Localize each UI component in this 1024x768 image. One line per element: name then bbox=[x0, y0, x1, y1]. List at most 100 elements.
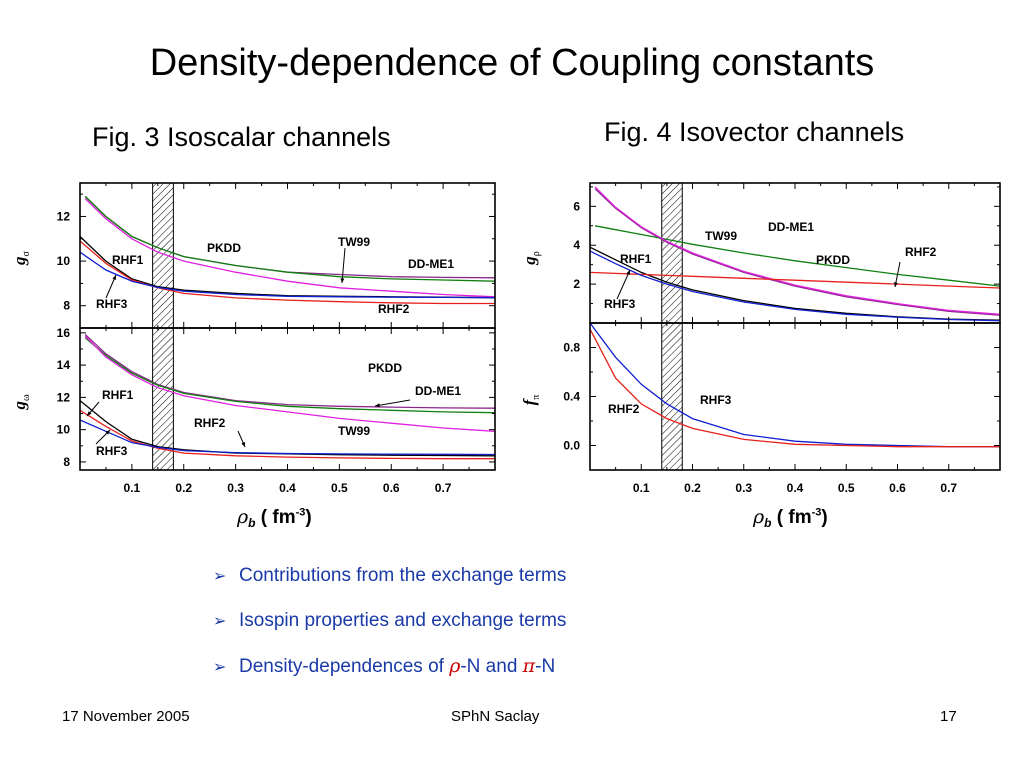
plot-frame bbox=[589, 322, 1001, 471]
series-line-rhf2 bbox=[79, 409, 495, 460]
x-tick-label: 0.5 bbox=[838, 481, 855, 495]
x-tick-label: 0.6 bbox=[383, 481, 400, 495]
series-line-pkdd bbox=[84, 198, 496, 298]
slide-title: Density-dependence of Coupling constants bbox=[149, 42, 875, 84]
arrow-head bbox=[375, 403, 380, 408]
bullet-item: ➢ Contributions from the exchange terms bbox=[213, 562, 566, 607]
curve-label: TW99 bbox=[338, 235, 370, 249]
series-line-rhf3 bbox=[589, 250, 1001, 322]
saturation-density-band bbox=[661, 322, 683, 471]
y-tick-label: 14 bbox=[57, 358, 71, 372]
y-tick-label: 10 bbox=[57, 423, 71, 437]
arrow-bullet-icon: ➢ bbox=[213, 659, 227, 676]
pointer-arrow bbox=[341, 247, 346, 284]
arrow-head bbox=[340, 278, 345, 283]
curve-label: RHF3 bbox=[700, 393, 732, 407]
curve-label: RHF3 bbox=[604, 297, 636, 311]
curve-label: PKDD bbox=[368, 361, 402, 375]
footer-date: 17 November 2005 bbox=[62, 708, 190, 725]
y-axis-label: fπ bbox=[520, 395, 542, 406]
arrow-head bbox=[105, 430, 110, 435]
y-tick-label: 16 bbox=[57, 326, 71, 340]
arrow-bullet-icon: ➢ bbox=[213, 613, 227, 630]
series-line-rhf3 bbox=[589, 322, 1000, 448]
series-line-pkdd bbox=[84, 335, 496, 432]
footer-page-number: 17 bbox=[940, 708, 957, 725]
series-line-rhf2 bbox=[589, 328, 1000, 448]
x-tick-label: 0.3 bbox=[227, 481, 244, 495]
curve-label: RHF1 bbox=[620, 252, 652, 266]
y-tick-label: 6 bbox=[573, 199, 580, 213]
series-line-tw99 bbox=[594, 188, 1001, 316]
x-tick-label: 0.4 bbox=[787, 481, 804, 495]
series-line-rhf2 bbox=[589, 271, 1001, 289]
y-axis-label: gω bbox=[10, 394, 32, 411]
x-tick-label: 0.2 bbox=[684, 481, 701, 495]
y-axis-label: gρ bbox=[520, 251, 542, 266]
y-tick-label: 8 bbox=[63, 299, 70, 313]
x-axis-label-right: ρb ( fm-3) bbox=[753, 506, 828, 530]
fig3-title: Fig. 3 Isoscalar channels bbox=[92, 122, 391, 152]
curve-label: PKDD bbox=[816, 253, 850, 267]
x-tick-label: 0.2 bbox=[175, 481, 192, 495]
y-axis-label: gσ bbox=[10, 250, 32, 266]
curve-label: TW99 bbox=[338, 424, 370, 438]
y-tick-label: 12 bbox=[57, 209, 71, 223]
series-line-rhf3 bbox=[79, 251, 496, 299]
curve-label: RHF1 bbox=[102, 388, 134, 402]
x-tick-label: 0.6 bbox=[889, 481, 906, 495]
series-line-rhf2 bbox=[79, 240, 495, 305]
arrow-head bbox=[241, 442, 245, 447]
series-line-rhf3 bbox=[79, 419, 496, 456]
y-tick-label: 0.0 bbox=[563, 439, 580, 453]
curve-label: RHF2 bbox=[378, 302, 410, 316]
arrow-bullet-icon: ➢ bbox=[213, 568, 227, 585]
curve-label: DD-ME1 bbox=[768, 220, 814, 234]
y-tick-label: 12 bbox=[57, 390, 71, 404]
series-line-dd-me1 bbox=[84, 337, 496, 414]
x-axis-label-left: ρb ( fm-3) bbox=[237, 506, 312, 530]
y-tick-label: 2 bbox=[573, 277, 580, 291]
curve-label: RHF2 bbox=[905, 245, 937, 259]
curve-label: RHF2 bbox=[608, 402, 640, 416]
pointer-arrow bbox=[374, 399, 411, 407]
y-tick-label: 0.8 bbox=[563, 341, 580, 355]
curve-label: TW99 bbox=[705, 229, 737, 243]
y-tick-label: 4 bbox=[573, 238, 580, 252]
footer-center: SPhN Saclay bbox=[451, 708, 540, 725]
series-line-pkdd bbox=[594, 186, 1001, 315]
arrow-head bbox=[112, 275, 116, 280]
curve-label: PKDD bbox=[207, 241, 241, 255]
y-tick-label: 10 bbox=[57, 254, 71, 268]
curve-label: RHF3 bbox=[96, 444, 128, 458]
x-tick-label: 0.1 bbox=[633, 481, 650, 495]
y-tick-label: 8 bbox=[63, 455, 70, 469]
x-tick-label: 0.3 bbox=[735, 481, 752, 495]
series-line-tw99 bbox=[84, 334, 496, 409]
curve-label: RHF1 bbox=[112, 253, 144, 267]
series-line-dd-me1 bbox=[594, 225, 1001, 287]
x-tick-label: 0.7 bbox=[435, 481, 452, 495]
x-tick-label: 0.4 bbox=[279, 481, 296, 495]
x-tick-label: 0.5 bbox=[331, 481, 348, 495]
x-tick-label: 0.7 bbox=[940, 481, 957, 495]
bullet-item: ➢ Isospin properties and exchange terms bbox=[213, 607, 566, 652]
arrow-head bbox=[626, 270, 630, 275]
curve-label: RHF3 bbox=[96, 297, 128, 311]
bullet-item: ➢ Density-dependences of ρ-N and π-N bbox=[213, 652, 566, 697]
y-tick-label: 0.4 bbox=[563, 390, 580, 404]
arrow-head bbox=[893, 282, 898, 287]
fig4-title: Fig. 4 Isovector channels bbox=[604, 117, 905, 147]
pointer-arrow bbox=[616, 269, 631, 300]
curve-label: DD-ME1 bbox=[415, 384, 461, 398]
arrow-head bbox=[87, 411, 92, 416]
series-line-dd-me1 bbox=[84, 195, 496, 282]
curve-label: DD-ME1 bbox=[408, 257, 454, 271]
curve-label: RHF2 bbox=[194, 416, 226, 430]
x-tick-label: 0.1 bbox=[124, 481, 141, 495]
bullet-list: ➢ Contributions from the exchange terms ➢… bbox=[213, 562, 566, 697]
